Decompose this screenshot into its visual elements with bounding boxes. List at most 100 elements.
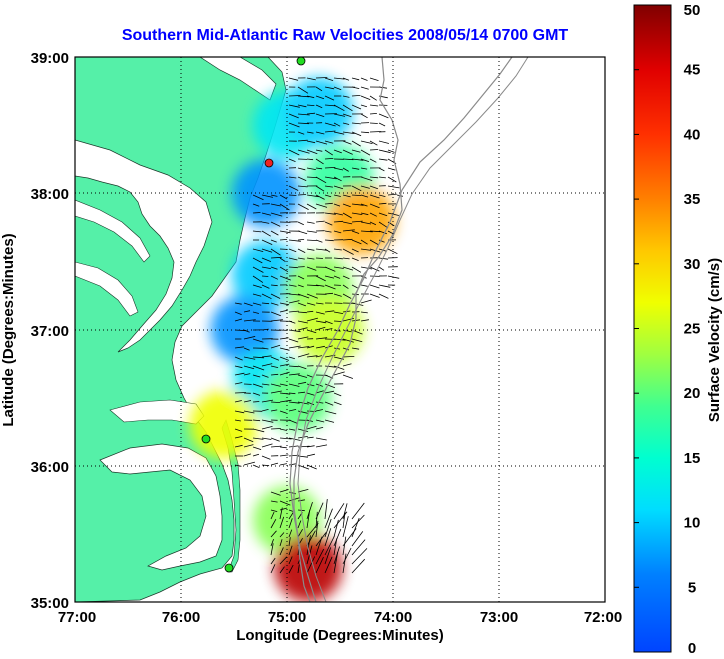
isobath-contour xyxy=(293,57,403,602)
velocity-vector xyxy=(369,194,380,199)
y-axis: 39:00 38:00 37:00 36:00 35:00 Latitude (… xyxy=(0,50,69,612)
velocity-vector xyxy=(342,248,354,255)
velocity-vector xyxy=(306,167,316,170)
velocity-vector xyxy=(333,275,341,279)
speed-cell xyxy=(284,77,353,146)
velocity-vector xyxy=(270,248,281,256)
velocity-vector xyxy=(261,409,269,412)
velocity-vector xyxy=(342,511,346,529)
velocity-vector xyxy=(351,502,365,520)
velocity-vector xyxy=(243,437,254,443)
velocity-vector xyxy=(288,77,299,81)
velocity-vector xyxy=(252,311,259,314)
velocity-vector xyxy=(288,185,299,191)
station-marker xyxy=(224,563,234,573)
velocity-vector xyxy=(351,131,362,137)
x-tick-label: 77:00 xyxy=(58,609,96,626)
velocity-vector xyxy=(288,104,300,108)
velocity-vector xyxy=(369,266,380,272)
velocity-vector xyxy=(378,266,385,271)
velocity-vector xyxy=(297,95,310,98)
velocity-vector xyxy=(324,158,334,160)
velocity-vector xyxy=(297,528,303,538)
velocity-vector xyxy=(342,275,350,280)
velocity-vector xyxy=(342,113,352,118)
velocity-vector xyxy=(306,176,317,178)
velocity-vector xyxy=(306,453,315,457)
velocity-vector xyxy=(369,221,377,226)
velocity-vector xyxy=(261,363,273,367)
velocity-vector xyxy=(333,194,341,197)
velocity-vector xyxy=(342,140,352,145)
colorbar-tick-label: 5 xyxy=(688,579,696,596)
velocity-vector xyxy=(315,409,323,412)
y-axis-label: Latitude (Degrees:Minutes) xyxy=(0,233,17,426)
x-tick-label: 72:00 xyxy=(584,609,622,626)
velocity-vector xyxy=(288,556,293,565)
velocity-vector xyxy=(252,293,262,297)
velocity-vector xyxy=(261,257,272,262)
velocity-vector xyxy=(351,329,363,335)
velocity-vector xyxy=(270,221,281,227)
velocity-vector xyxy=(288,257,298,261)
velocity-vector xyxy=(324,275,335,279)
velocity-vector xyxy=(333,185,344,190)
velocity-vector xyxy=(360,140,373,144)
velocity-vector xyxy=(324,221,333,226)
velocity-vector xyxy=(333,203,341,207)
velocity-vector xyxy=(270,462,279,466)
velocity-vector xyxy=(261,426,273,430)
velocity-vector xyxy=(315,239,323,243)
speed-cell xyxy=(327,186,396,255)
velocity-vector xyxy=(234,464,242,467)
velocity-vector xyxy=(351,212,363,215)
velocity-vector xyxy=(333,338,346,341)
velocity-vector xyxy=(252,446,262,450)
velocity-vector xyxy=(279,257,286,263)
velocity-vector xyxy=(270,344,281,349)
velocity-vector xyxy=(369,176,379,179)
velocity-vector xyxy=(261,383,270,386)
velocity-vector xyxy=(342,347,350,351)
velocity-vector xyxy=(252,401,260,403)
velocity-vector xyxy=(279,203,290,211)
velocity-vector xyxy=(342,536,347,556)
velocity-vector xyxy=(333,149,342,154)
velocity-vector xyxy=(252,257,263,264)
velocity-vector xyxy=(378,230,388,235)
velocity-vector xyxy=(324,202,333,205)
velocity-vector xyxy=(270,511,275,520)
velocity-vector xyxy=(324,365,336,368)
velocity-vector xyxy=(315,220,325,223)
velocity-vector xyxy=(342,149,353,155)
velocity-vector xyxy=(306,284,319,287)
velocity-vector xyxy=(306,248,315,251)
velocity-vector xyxy=(342,516,349,538)
velocity-vector xyxy=(252,419,261,422)
plot-frame xyxy=(74,56,606,603)
velocity-vector xyxy=(333,167,344,171)
velocity-vector xyxy=(270,428,281,430)
velocity-vector xyxy=(315,86,323,92)
velocity-vector xyxy=(324,212,336,215)
velocity-vector xyxy=(378,194,386,197)
station-marker xyxy=(296,57,306,66)
x-tick-label: 73:00 xyxy=(480,609,518,626)
velocity-vector xyxy=(351,248,359,253)
velocity-vector xyxy=(288,248,297,253)
velocity-vector xyxy=(270,212,283,217)
velocity-vector xyxy=(297,320,308,324)
velocity-vector xyxy=(270,230,279,236)
velocity-vector xyxy=(315,77,328,79)
velocity-vector xyxy=(288,564,294,574)
colorbar-tick-label: 20 xyxy=(684,385,701,402)
velocity-vector xyxy=(333,104,345,112)
velocity-vector xyxy=(378,176,386,179)
velocity-vector xyxy=(279,507,283,520)
velocity-vector xyxy=(279,275,291,281)
velocity-vector xyxy=(279,539,283,547)
speed-cell xyxy=(263,363,332,432)
velocity-vector xyxy=(288,310,299,313)
velocity-vector xyxy=(315,311,325,315)
velocity-vector xyxy=(324,266,336,272)
